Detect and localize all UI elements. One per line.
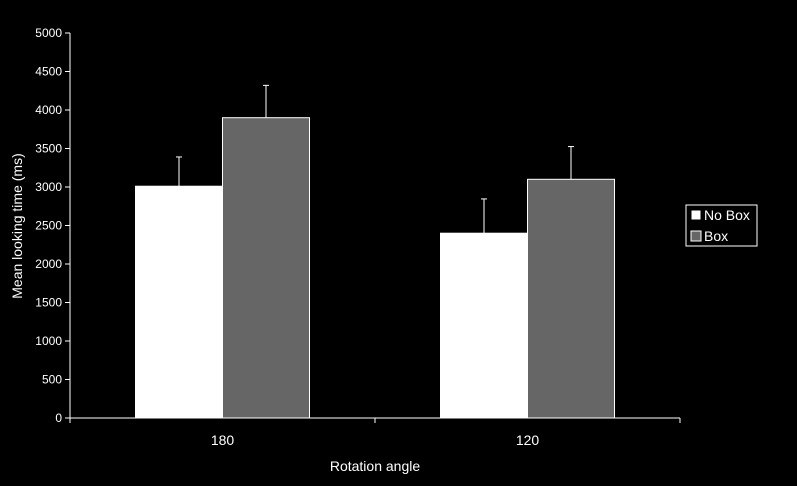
y-tick-label: 0 (55, 411, 62, 425)
y-tick-label: 4500 (35, 65, 62, 79)
x-tick-label: 180 (211, 432, 235, 448)
y-tick-label: 4000 (35, 103, 62, 117)
y-tick-label: 2500 (35, 219, 62, 233)
bar-no-box-120 (440, 232, 528, 419)
y-ticks: 0 500 1000 1500 2000 2500 3000 3500 4000 4500 5000 (35, 26, 70, 425)
bar-box-120 (527, 178, 615, 419)
x-tick-label: 120 (516, 432, 540, 448)
y-tick-label: 500 (42, 373, 62, 387)
bar-box-180 (222, 117, 310, 419)
y-tick-label: 3000 (35, 180, 62, 194)
legend: No Box Box (685, 204, 758, 247)
legend-swatch-no-box (690, 209, 702, 221)
legend-label-no-box: No Box (704, 207, 750, 223)
legend-label-box: Box (704, 228, 728, 244)
x-axis-title: Rotation angle (330, 458, 421, 474)
y-axis-title: Mean looking time (ms) (9, 153, 25, 299)
legend-swatch-box (690, 230, 702, 242)
y-tick-label: 1500 (35, 296, 62, 310)
error-bars (176, 84, 574, 234)
y-tick-label: 3500 (35, 142, 62, 156)
bar-no-box-180 (135, 185, 223, 419)
x-ticks: 180 120 (69, 418, 681, 448)
bars (135, 117, 615, 419)
y-tick-label: 5000 (35, 26, 62, 40)
y-tick-label: 2000 (35, 257, 62, 271)
y-tick-label: 1000 (35, 334, 62, 348)
